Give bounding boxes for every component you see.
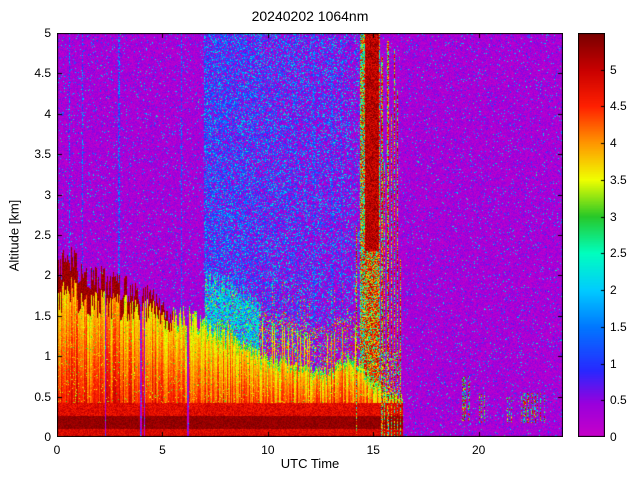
- y-tick-label: 0.5: [34, 389, 51, 404]
- colorbar-tick-label: 1.5: [610, 319, 627, 334]
- colorbar-tick-label: 2: [610, 283, 617, 298]
- colorbar-tick-label: 0.5: [610, 393, 627, 408]
- y-tick-label: 5: [44, 26, 51, 40]
- colorbar-tick-label: 1: [610, 356, 617, 371]
- y-tick-label: 1: [44, 349, 51, 364]
- x-axis-label: UTC Time: [280, 456, 340, 471]
- x-tick-label: 20: [471, 443, 486, 457]
- y-tick-label: 3.5: [34, 147, 51, 162]
- y-tick-label: 3: [44, 187, 51, 202]
- colorbar-tick-label: 0: [610, 430, 617, 444]
- chart-title: 20240202 1064nm: [251, 8, 369, 24]
- colorbar-tick-label: 3: [610, 209, 617, 224]
- colorbar-tick-label: 5: [610, 62, 617, 77]
- y-tick-label: 4: [44, 106, 51, 121]
- y-tick-label: 4.5: [34, 66, 51, 81]
- colorbar-tick-label: 2.5: [610, 246, 627, 261]
- y-tick-label: 0: [44, 430, 51, 444]
- x-tick-label: 0: [53, 443, 61, 457]
- y-tick-label: 2: [44, 268, 51, 283]
- y-tick-label: 1.5: [34, 308, 51, 323]
- colorbar-tick-label: 4: [610, 136, 617, 151]
- colorbar-tick-label: 3.5: [610, 172, 627, 187]
- heatmap-canvas: [57, 33, 563, 437]
- y-tick-label: 2.5: [34, 228, 51, 242]
- x-tick-label: 15: [366, 443, 380, 457]
- x-tick-label: 5: [159, 443, 166, 457]
- x-tick-label: 10: [261, 443, 275, 457]
- colorbar-tick-label: 4.5: [610, 99, 627, 114]
- colorbar-canvas: [578, 33, 605, 437]
